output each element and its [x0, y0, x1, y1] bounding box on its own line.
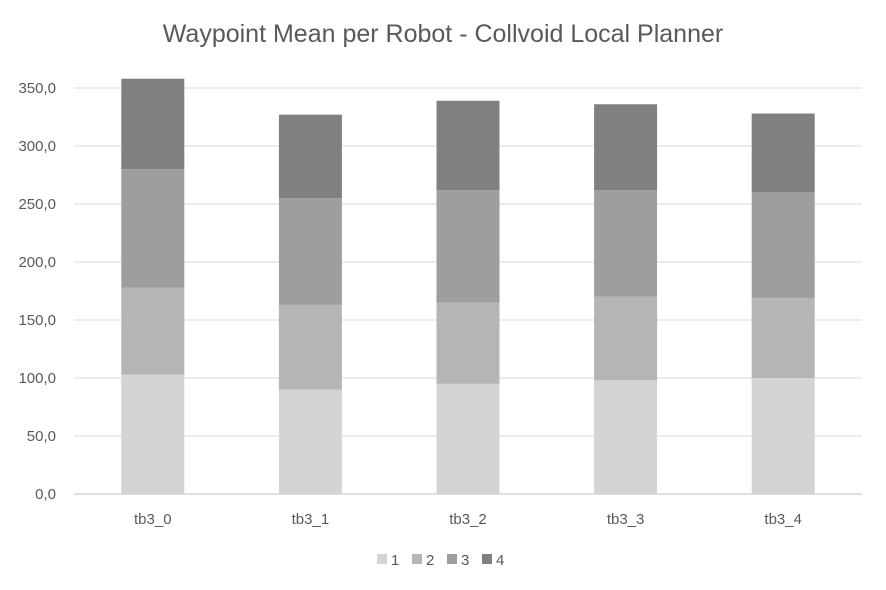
- legend-label: 4: [496, 552, 504, 569]
- legend: 1 2 3 4: [377, 552, 504, 569]
- bar-segment-tb3_1-series-2: [278, 304, 342, 390]
- legend-label: 2: [426, 552, 434, 569]
- x-tick-label: tb3_4: [764, 511, 802, 528]
- y-tick-label: 300,0: [18, 138, 56, 155]
- bar-segment-tb3_0-series-4: [121, 78, 185, 170]
- bar-segment-tb3_3-series-3: [594, 190, 658, 297]
- legend-label: 3: [461, 552, 469, 569]
- bar-segment-tb3_2-series-2: [436, 302, 500, 384]
- y-tick-label: 0,0: [35, 486, 56, 503]
- chart-title: Waypoint Mean per Robot - Collvoid Local…: [163, 20, 723, 48]
- legend-swatch: [377, 554, 387, 564]
- bar-segment-tb3_0-series-2: [121, 287, 185, 375]
- x-tick-label: tb3_3: [607, 511, 645, 528]
- bar-segment-tb3_1-series-4: [278, 114, 342, 199]
- y-tick-label: 200,0: [18, 254, 56, 271]
- bars: [121, 78, 815, 494]
- y-tick-label: 100,0: [18, 370, 56, 387]
- y-tick-label: 150,0: [18, 312, 56, 329]
- legend-swatch: [482, 554, 492, 564]
- bar-segment-tb3_4-series-4: [751, 113, 815, 193]
- x-tick-label: tb3_2: [449, 511, 487, 528]
- y-tick-label: 350,0: [18, 80, 56, 97]
- bar-segment-tb3_2-series-1: [436, 383, 500, 494]
- y-tick-label: 50,0: [27, 428, 56, 445]
- bar-segment-tb3_4-series-3: [751, 192, 815, 298]
- x-tick-label: tb3_0: [134, 511, 172, 528]
- legend-label: 1: [391, 552, 399, 569]
- legend-swatch: [412, 554, 422, 564]
- x-axis-ticks: tb3_0 tb3_1 tb3_2 tb3_3 tb3_4: [134, 511, 802, 528]
- bar-segment-tb3_2-series-3: [436, 190, 500, 303]
- bar-segment-tb3_3-series-4: [594, 104, 658, 191]
- bar-segment-tb3_2-series-4: [436, 100, 500, 191]
- y-tick-label: 250,0: [18, 196, 56, 213]
- y-axis-ticks: 0,0 50,0 100,0 150,0 200,0 250,0 300,0 350,0: [18, 80, 56, 503]
- bar-segment-tb3_0-series-3: [121, 169, 185, 288]
- bar-segment-tb3_1-series-1: [278, 389, 342, 494]
- bar-segment-tb3_4-series-2: [751, 297, 815, 378]
- legend-swatch: [447, 554, 457, 564]
- bar-segment-tb3_4-series-1: [751, 378, 815, 494]
- bar-segment-tb3_3-series-2: [594, 296, 658, 381]
- bar-segment-tb3_3-series-1: [594, 380, 658, 494]
- bar-segment-tb3_1-series-3: [278, 198, 342, 305]
- bar-segment-tb3_0-series-1: [121, 374, 185, 494]
- x-tick-label: tb3_1: [292, 511, 330, 528]
